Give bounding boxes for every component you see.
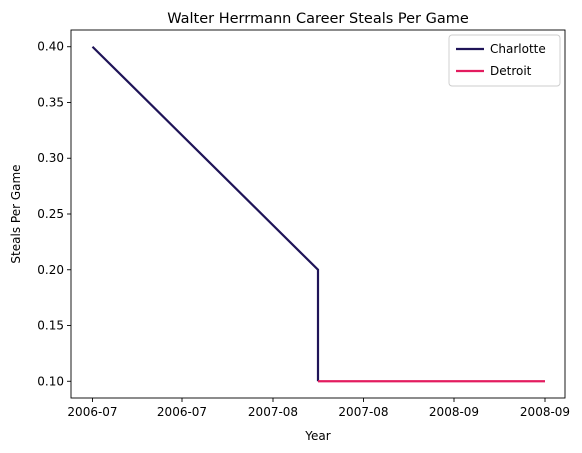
series-line-charlotte	[91, 45, 320, 382]
x-tick-label: 2008-09	[520, 405, 570, 419]
legend: Charlotte Detroit	[448, 34, 561, 87]
y-axis: 0.10 0.15 0.20 0.25 0.30 0.35 0.40	[37, 40, 71, 388]
x-axis: 2006-07 2006-07 2007-08 2007-08 2008-09 2008-…	[67, 398, 570, 419]
legend-label-charlotte: Charlotte	[490, 42, 546, 56]
x-tick-label: 2006-07	[157, 405, 207, 419]
x-axis-label: Year	[304, 429, 330, 443]
legend-label-detroit: Detroit	[490, 64, 532, 78]
series-lines	[91, 45, 545, 383]
x-tick-label: 2008-09	[429, 405, 479, 419]
y-tick-label: 0.10	[37, 374, 64, 388]
y-tick-label: 0.15	[37, 319, 64, 333]
y-tick-label: 0.25	[37, 207, 64, 221]
x-tick-label: 2006-07	[67, 405, 117, 419]
y-tick-label: 0.20	[37, 263, 64, 277]
y-axis-label: Steals Per Game	[9, 164, 23, 263]
x-tick-label: 2007-08	[338, 405, 388, 419]
legend-box	[448, 34, 561, 87]
x-tick-label: 2007-08	[248, 405, 298, 419]
y-tick-label: 0.40	[37, 40, 64, 54]
y-tick-label: 0.30	[37, 151, 64, 165]
y-tick-label: 0.35	[37, 95, 64, 109]
chart-title: Walter Herrmann Career Steals Per Game	[167, 11, 469, 27]
